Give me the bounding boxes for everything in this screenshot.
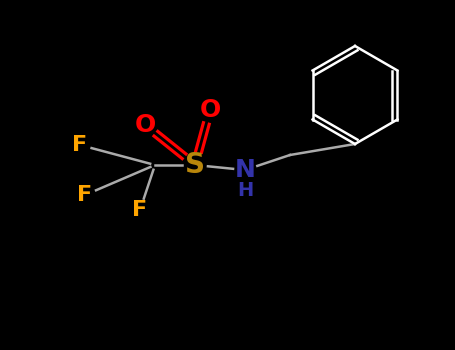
Text: S: S: [185, 151, 205, 179]
Text: F: F: [77, 185, 92, 205]
Text: O: O: [134, 113, 156, 137]
Text: F: F: [72, 135, 87, 155]
Text: O: O: [199, 98, 221, 122]
Text: F: F: [132, 200, 147, 220]
Text: N: N: [235, 158, 255, 182]
Text: H: H: [237, 181, 253, 199]
